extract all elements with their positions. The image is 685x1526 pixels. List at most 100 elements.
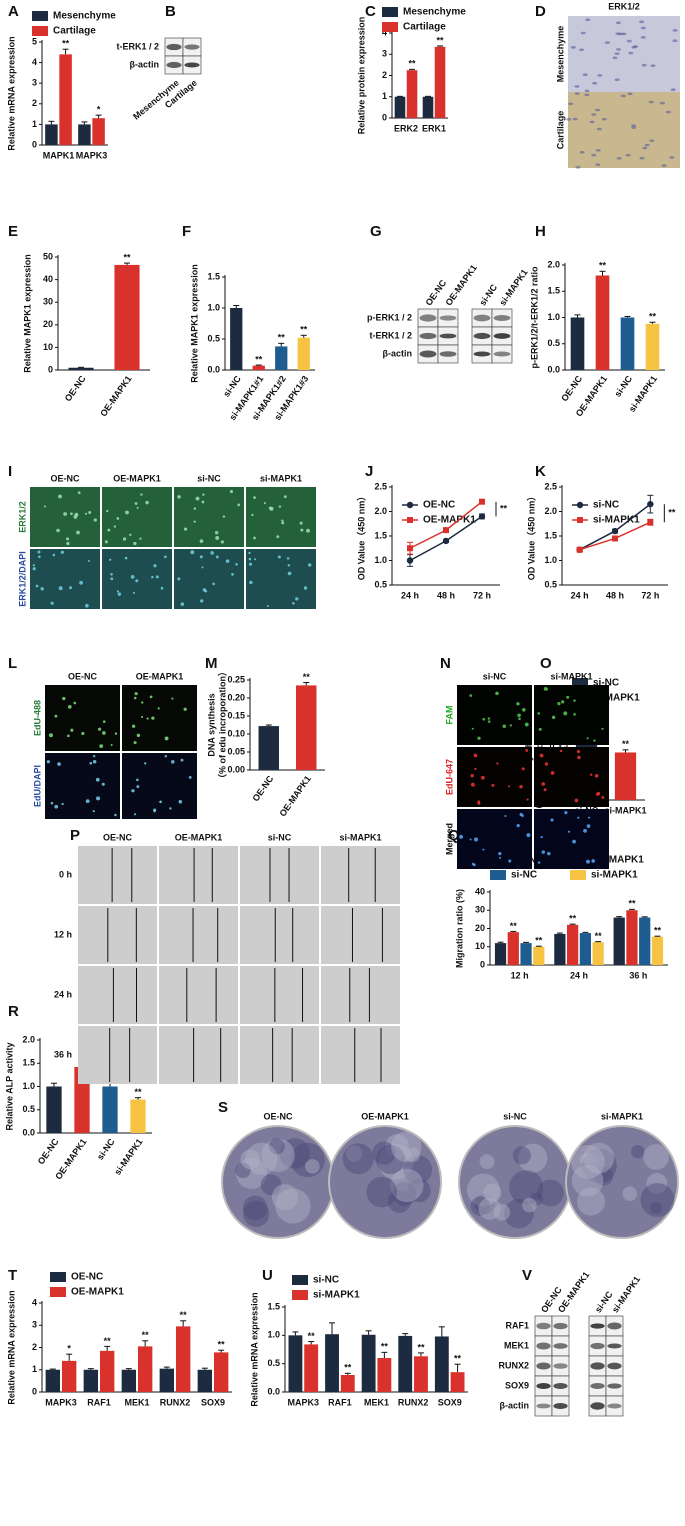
cell-dot (125, 510, 129, 515)
cell-dot (153, 564, 157, 568)
cell-dot (62, 696, 66, 701)
cell-dot (102, 731, 106, 735)
cell-dot (85, 799, 90, 804)
image-cell (321, 1026, 400, 1084)
marker (406, 557, 414, 564)
cell-dot (517, 713, 521, 718)
y-axis-label: Relative ALP activity (4, 1042, 14, 1130)
plate-texture (261, 1138, 295, 1173)
cell-dot (292, 601, 295, 605)
cell-dot (225, 559, 230, 563)
cell-dot (48, 733, 53, 738)
cell-dot (474, 767, 477, 771)
cell-dot (178, 800, 183, 804)
legend-label: Cartilage (403, 22, 446, 33)
y-tick-label: 2.0 (374, 506, 387, 516)
cell-dot (169, 807, 172, 810)
cell-dot (133, 813, 137, 816)
cell-dot (550, 771, 555, 775)
cell-nucleus (570, 46, 576, 49)
cell-dot (586, 859, 590, 864)
bar (297, 337, 310, 370)
bar (99, 1350, 115, 1392)
panel-letter: A (8, 3, 19, 20)
cell-dot (526, 798, 529, 801)
column-label: si-MAPK1 (610, 1274, 642, 1314)
cell-dot (237, 503, 241, 507)
image-cell (102, 487, 172, 547)
cell-dot (586, 737, 589, 740)
y-tick-label: 10 (475, 941, 485, 951)
cell-dot (307, 563, 312, 567)
marker (647, 500, 654, 508)
image-cell (159, 906, 238, 964)
y-tick-label: 1.0 (374, 555, 387, 565)
cell-dot (76, 530, 80, 535)
y-tick-label: 0.00 (227, 764, 245, 774)
column-label: si-NC (197, 473, 221, 483)
y-tick-label: 2 (32, 98, 37, 108)
legend-label: OE-MAPK1 (71, 1287, 124, 1298)
legend-swatch (382, 22, 398, 32)
significance: * (67, 1344, 71, 1354)
cell-dot (171, 697, 174, 700)
cell-dot (482, 848, 485, 851)
significance: ** (649, 312, 657, 322)
cell-dot (85, 603, 89, 608)
cell-dot (81, 731, 85, 736)
y-axis-label: Relative MAPK1 expression (189, 264, 199, 383)
y-axis-label: Relative protein expression (356, 17, 366, 135)
cell-dot (52, 553, 56, 557)
panel-letter: D (535, 3, 546, 20)
cell-dot (164, 754, 168, 758)
blot-band (166, 43, 182, 51)
plate-texture (240, 1149, 260, 1170)
row-label: EdU-647 (444, 759, 454, 795)
cell-nucleus (627, 92, 633, 96)
x-tick-label: 24 h (401, 590, 419, 600)
panel-letter: F (182, 223, 191, 240)
cell-dot (85, 512, 88, 515)
y-tick-label: 20 (475, 923, 485, 933)
bar (613, 917, 625, 965)
cell-nucleus (639, 156, 645, 160)
bar (175, 1326, 191, 1392)
cell-dot (601, 796, 605, 799)
cell-dot (516, 702, 520, 706)
significance: ** (510, 921, 518, 931)
cell-dot (136, 733, 141, 738)
y-tick-label: 0 (32, 1386, 37, 1396)
cell-dot (102, 720, 106, 723)
cell-dot (574, 798, 579, 803)
column-label: si-MAPK1 (339, 832, 381, 842)
y-tick-label: 0.0 (207, 364, 220, 374)
cell-dot (199, 539, 204, 543)
cell-dot (66, 541, 70, 546)
plate-texture (271, 1184, 299, 1211)
cell-dot (61, 802, 64, 806)
x-tick-label: si-NC (95, 1136, 117, 1161)
cell-nucleus (644, 143, 650, 147)
column-label: OE-NC (68, 671, 98, 681)
cell-dot (146, 717, 149, 720)
cell-dot (573, 713, 576, 716)
panel-letter: J (365, 463, 373, 480)
bar (252, 365, 265, 370)
cell-dot (469, 694, 473, 697)
blot-band (419, 332, 437, 340)
y-tick-label: 0.0 (22, 1127, 35, 1137)
cell-dot (480, 775, 485, 780)
cell-nucleus (574, 85, 580, 88)
x-tick-label: SOX9 (438, 1397, 462, 1407)
y-tick-label: 2.0 (544, 506, 557, 516)
cell-nucleus (615, 48, 621, 51)
image-title: ERK1/2 (608, 1, 640, 11)
bar (570, 317, 585, 370)
bar (450, 1372, 465, 1392)
cell-dot (299, 521, 303, 525)
y-tick-label: 2.0 (22, 1034, 35, 1044)
cell-nucleus (595, 108, 601, 112)
cell-dot (541, 782, 546, 786)
plate-texture (581, 1152, 598, 1169)
cell-dot (283, 495, 287, 499)
